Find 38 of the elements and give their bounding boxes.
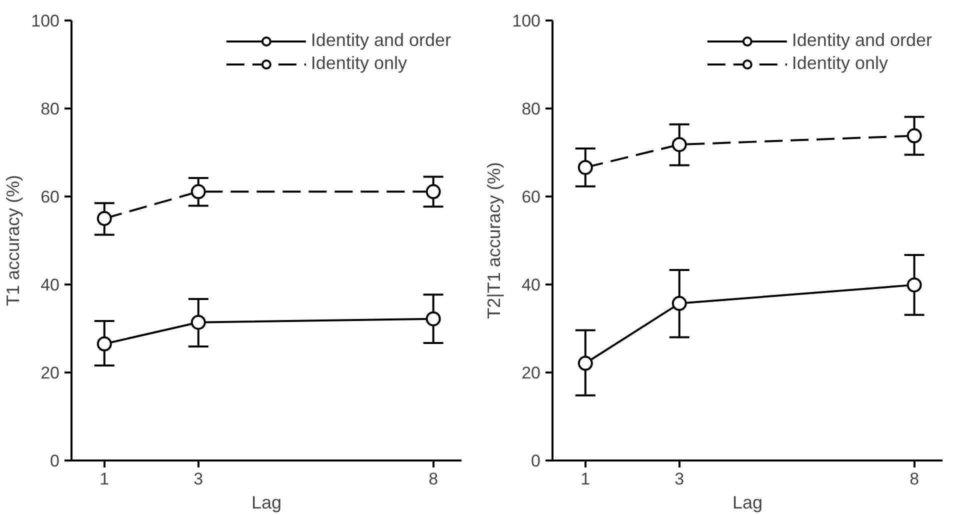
y-tick-label: 0	[531, 452, 541, 470]
y-tick-label: 80	[40, 100, 60, 118]
point	[426, 184, 441, 200]
y-tick-label: 60	[40, 188, 60, 206]
y-tick-label: 20	[40, 364, 60, 382]
legend-label: Identity only	[792, 53, 888, 74]
legend-label: Identity only	[310, 53, 407, 74]
x-tick-label: 8	[428, 470, 438, 488]
y-tick-label: 40	[522, 276, 541, 294]
y-tick-label: 60	[522, 188, 541, 206]
x-axis-title: Lag	[251, 492, 282, 512]
y-tick-label: 20	[522, 364, 541, 382]
point	[672, 137, 687, 152]
x-tick-label: 3	[194, 470, 204, 488]
x-tick-label: 1	[580, 470, 590, 488]
y-axis-title: T2|T1 accuracy (%)	[484, 162, 504, 319]
legend-label: Identity and order	[792, 30, 932, 51]
point	[190, 184, 206, 200]
x-tick-label: 1	[100, 470, 110, 488]
point	[906, 277, 922, 292]
y-tick-label: 100	[512, 12, 541, 30]
y-tick-label: 0	[50, 452, 60, 470]
point	[672, 296, 687, 311]
point	[96, 211, 112, 226]
point	[578, 356, 593, 371]
x-axis-title: Lag	[732, 492, 763, 512]
y-tick-label: 80	[522, 100, 541, 118]
legend-label: Identity and order	[310, 30, 451, 51]
x-tick-label: 3	[674, 470, 684, 488]
point	[906, 128, 922, 144]
y-tick-label: 100	[31, 12, 60, 30]
point	[578, 160, 593, 175]
y-tick-label: 40	[40, 276, 60, 294]
point	[426, 311, 441, 326]
y-axis-title: T1 accuracy (%)	[3, 174, 24, 306]
x-tick-label: 8	[910, 470, 920, 488]
point	[190, 314, 206, 330]
point	[96, 336, 112, 352]
